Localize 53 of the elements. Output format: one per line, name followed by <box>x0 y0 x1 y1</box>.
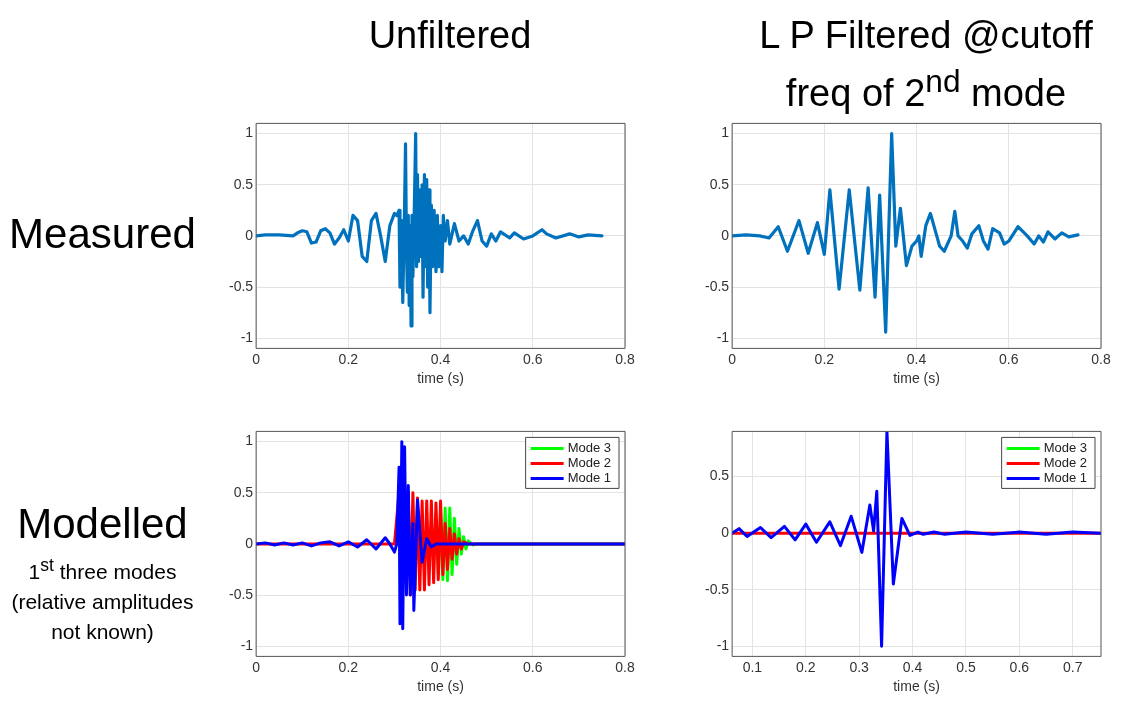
x-tick-label: 0.6 <box>523 350 543 367</box>
x-tick-label: 0.7 <box>1062 658 1083 675</box>
y-tick-label: -0.5 <box>705 277 730 294</box>
x-axis-title: time (s) <box>417 370 464 387</box>
text: 1$^{st}$ three modes (relative amplitudes not known) <box>10 554 195 645</box>
x-tick-label: 0.2 <box>338 350 359 367</box>
x-tick-label: 0.2 <box>814 350 835 367</box>
y-tick-label: -0.5 <box>229 585 254 602</box>
y-tick-label: -0.5 <box>229 277 254 294</box>
x-tick-label: 0.8 <box>615 658 635 675</box>
x-tick-label: 0.4 <box>430 658 451 675</box>
y-tick-label: -1 <box>716 637 730 654</box>
chart-title: L P Filtered @cutoff freq of 2$^{nd}$ mode <box>758 13 1094 116</box>
x-axis-title: time (s) <box>893 678 940 695</box>
x-tick-label: 0.4 <box>430 350 451 367</box>
y-tick-label: -1 <box>716 329 730 346</box>
y-tick-label: 0 <box>245 226 254 243</box>
y-tick-label: 0.5 <box>709 175 730 192</box>
x-tick-label: 0.5 <box>956 658 976 675</box>
y-tick-label: 0 <box>721 524 730 541</box>
x-tick-label: 0.8 <box>615 350 635 367</box>
x-tick-label: 0.2 <box>338 658 359 675</box>
y-tick-label: 1 <box>245 124 254 141</box>
y-tick-label: 0.5 <box>233 483 254 500</box>
y-tick-label: -1 <box>240 637 254 654</box>
y-tick-label: 0.5 <box>709 467 730 484</box>
y-tick-label: 0 <box>721 226 730 243</box>
text: Measured <box>8 209 197 259</box>
legend-label: Mode 2 <box>1043 454 1088 470</box>
legend-label: Mode 3 <box>567 439 612 455</box>
x-tick-label: 0.4 <box>902 658 923 675</box>
legend-label: Mode 3 <box>1043 439 1088 455</box>
y-tick-label: 0.5 <box>233 175 254 192</box>
text: Modelled <box>16 499 189 549</box>
x-tick-label: 0.8 <box>1091 350 1111 367</box>
y-tick-label: 1 <box>245 432 254 449</box>
x-tick-label: 0.6 <box>1009 658 1030 675</box>
y-tick-label: 0 <box>245 534 254 551</box>
legend-label: Mode 1 <box>1043 469 1088 485</box>
x-tick-label: 0.3 <box>849 658 870 675</box>
chart-title: Unfiltered <box>367 13 533 58</box>
y-tick-label: -1 <box>240 329 254 346</box>
x-tick-label: 0.2 <box>796 658 816 675</box>
y-tick-label: -0.5 <box>705 580 730 597</box>
x-tick-label: 0.1 <box>742 658 763 675</box>
legend-label: Mode 1 <box>567 469 612 485</box>
x-tick-label: 0.6 <box>999 350 1019 367</box>
x-tick-label: 0.6 <box>523 658 543 675</box>
x-axis-title: time (s) <box>893 370 940 387</box>
legend-label: Mode 2 <box>567 454 612 470</box>
y-tick-label: 1 <box>721 124 730 141</box>
x-axis-title: time (s) <box>417 678 464 695</box>
x-tick-label: 0.4 <box>906 350 927 367</box>
